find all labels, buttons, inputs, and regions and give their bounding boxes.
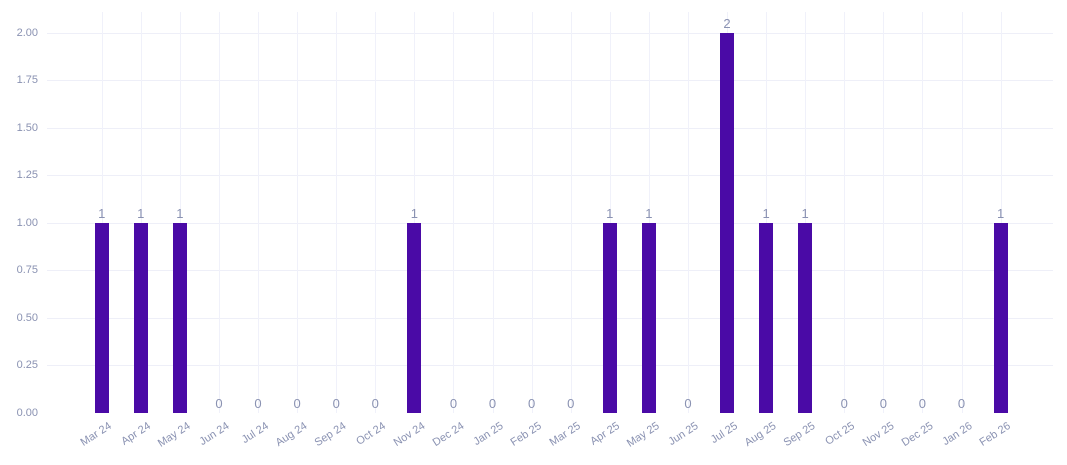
x-tick-label: Mar 25 [547, 420, 584, 449]
x-tick-label: Aug 25 [742, 420, 779, 450]
bar-value-label: 1 [996, 206, 1005, 221]
bar-value-label: 0 [567, 396, 575, 411]
h-gridline [47, 127, 1053, 129]
bar[interactable] [407, 222, 422, 413]
v-gridline [414, 12, 416, 413]
x-tick-label: Aug 24 [273, 420, 310, 450]
bar-value-label: 2 [723, 16, 731, 31]
bar-value-label: 0 [527, 396, 536, 411]
bar[interactable] [798, 222, 813, 413]
bar[interactable] [720, 32, 735, 413]
v-gridline [883, 12, 885, 413]
x-tick-label: May 24 [155, 420, 193, 450]
x-tick-label: Apr 25 [588, 420, 623, 448]
x-tick-label: May 25 [624, 420, 662, 450]
v-gridline [179, 12, 181, 413]
x-tick-label: Nov 25 [860, 420, 896, 450]
y-tick-label: 0.50 [16, 311, 38, 324]
bar-value-label: 0 [957, 396, 966, 411]
y-tick-label: 0.00 [16, 406, 38, 419]
v-gridline [531, 12, 533, 413]
x-tick-label: Mar 24 [78, 420, 115, 449]
bar-value-label: 1 [645, 206, 653, 221]
x-tick-label: Jun 24 [197, 420, 232, 449]
y-tick-label: 1.75 [16, 74, 38, 86]
v-gridline [570, 12, 572, 413]
h-gridline [47, 222, 1053, 224]
bar[interactable] [94, 222, 109, 413]
v-gridline [492, 12, 494, 413]
x-tick-label: Jan 26 [939, 420, 975, 449]
x-tick-label: Jul 25 [708, 420, 740, 447]
bar-value-label: 1 [410, 206, 418, 221]
v-gridline [336, 12, 338, 413]
v-gridline [101, 12, 103, 413]
v-gridline [140, 12, 142, 413]
v-gridline [453, 12, 455, 413]
bar-value-label: 1 [606, 206, 614, 221]
bar-value-label: 0 [684, 396, 692, 411]
bar-value-label: 1 [762, 206, 770, 221]
bar[interactable] [133, 222, 148, 413]
bar-value-label: 0 [293, 396, 301, 411]
bar-value-label: 0 [488, 396, 497, 411]
x-tick-label: Sep 25 [781, 420, 818, 450]
x-tick-label: Oct 25 [823, 420, 857, 448]
v-gridline [218, 12, 220, 413]
v-gridline [805, 12, 807, 413]
h-gridline [47, 32, 1053, 34]
h-gridline [47, 175, 1053, 176]
bar-value-label: 0 [840, 396, 848, 411]
x-tick-label: Dec 25 [899, 420, 935, 450]
bar-value-label: 1 [801, 206, 809, 221]
bar-value-label: 0 [332, 396, 340, 411]
x-tick-label: Oct 24 [354, 420, 388, 448]
x-tick-label: Apr 24 [119, 420, 154, 448]
y-tick-label: 0.25 [16, 359, 38, 371]
v-gridline [258, 12, 260, 413]
h-gridline [47, 317, 1053, 319]
bar-value-label: 0 [371, 396, 379, 411]
v-gridline [766, 12, 768, 413]
v-gridline [297, 12, 299, 413]
x-tick-label: Sep 24 [312, 420, 349, 450]
bar-value-label: 0 [215, 396, 223, 411]
bar[interactable] [172, 222, 187, 413]
y-tick-label: 1.00 [16, 216, 38, 229]
v-gridline [609, 12, 611, 413]
x-tick-label: Jul 24 [239, 420, 271, 447]
y-tick-label: 1.25 [16, 169, 38, 181]
y-tick-label: 0.75 [16, 264, 38, 276]
bar-value-label: 1 [137, 206, 145, 221]
x-tick-label: Feb 25 [508, 420, 545, 449]
x-tick-label: Feb 26 [977, 420, 1014, 449]
bar-value-label: 1 [176, 206, 184, 221]
bar[interactable] [993, 222, 1008, 413]
h-gridline [47, 270, 1053, 271]
h-gridline [47, 365, 1053, 366]
x-tick-label: Jun 25 [666, 420, 701, 449]
v-gridline [922, 12, 924, 413]
bar-value-label: 0 [254, 396, 262, 411]
bar[interactable] [641, 222, 656, 413]
v-gridline [648, 12, 650, 413]
bar[interactable] [602, 222, 617, 413]
bar-value-label: 1 [98, 206, 106, 221]
v-gridline [844, 12, 846, 413]
v-gridline [687, 12, 689, 413]
bar-value-label: 0 [918, 396, 927, 411]
v-gridline [375, 12, 377, 413]
y-tick-label: 2.00 [16, 26, 38, 39]
x-tick-label: Dec 24 [430, 420, 466, 450]
x-tick-label: Jan 25 [470, 420, 506, 449]
h-gridline [47, 80, 1053, 81]
bar[interactable] [759, 222, 774, 413]
bar-value-label: 0 [879, 396, 887, 411]
v-gridline [1000, 12, 1002, 413]
bar-value-label: 0 [449, 396, 458, 411]
y-tick-label: 1.50 [16, 121, 38, 134]
x-tick-label: Nov 24 [391, 420, 427, 450]
v-gridline [961, 12, 963, 413]
